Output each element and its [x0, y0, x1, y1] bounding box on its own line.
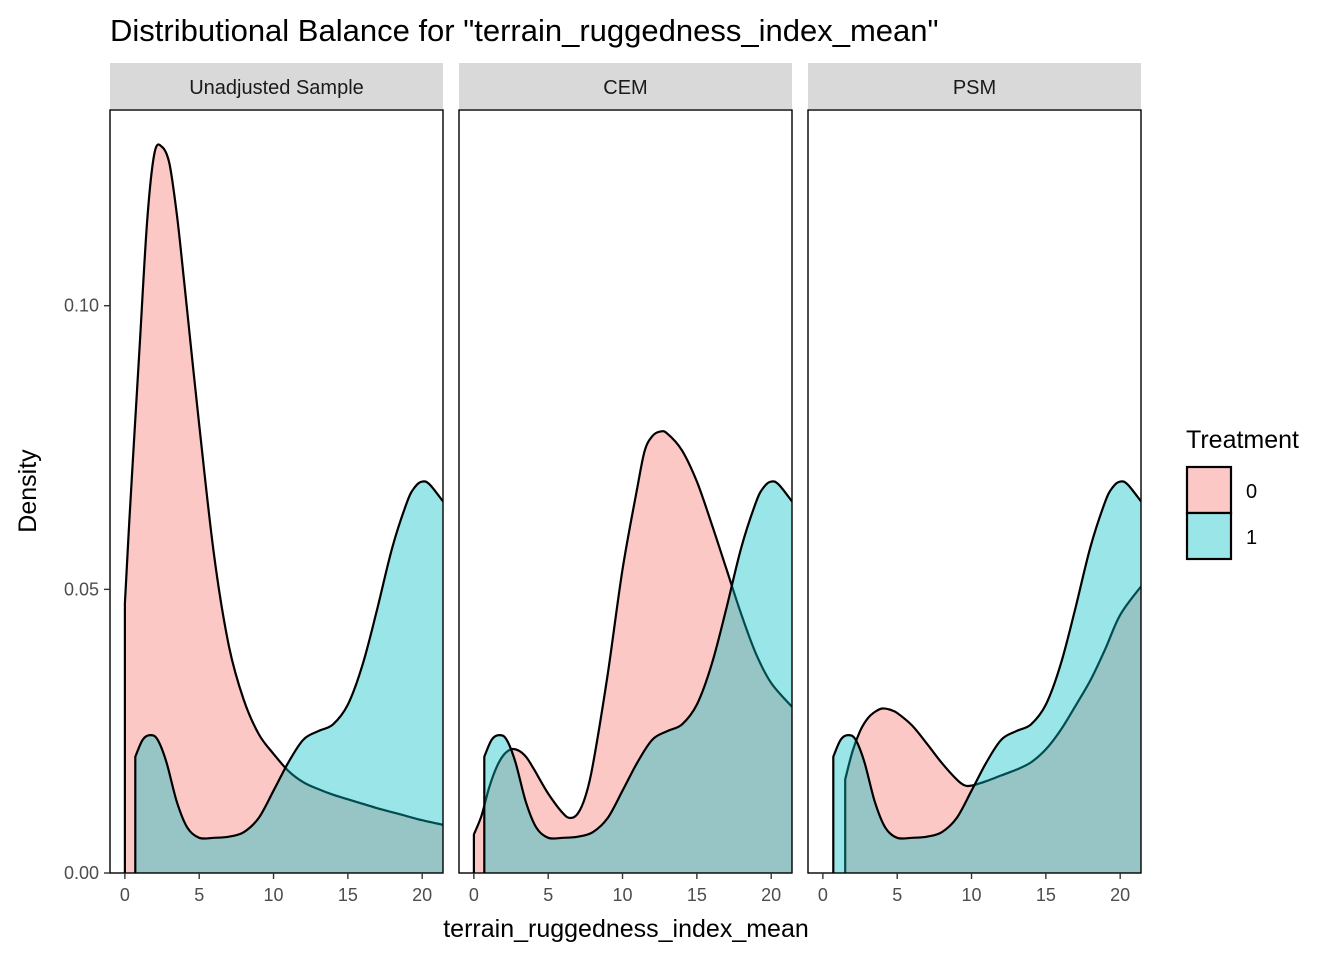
- y-tick-label: 0.10: [64, 296, 99, 316]
- x-tick-label: 0: [120, 885, 130, 905]
- plot-area: [832, 480, 1141, 873]
- chart-title: Distributional Balance for "terrain_rugg…: [110, 13, 939, 48]
- x-tick-label: 15: [338, 885, 358, 905]
- density-line-0: [123, 143, 443, 873]
- x-tick-label: 5: [892, 885, 902, 905]
- legend-title: Treatment: [1186, 426, 1299, 454]
- panel-border: [458, 109, 793, 874]
- plot-area: [123, 143, 443, 873]
- density-line-1: [832, 480, 1141, 873]
- x-tick-label: 20: [761, 885, 781, 905]
- legend-swatch: [1185, 465, 1233, 515]
- x-tick-label: 20: [1110, 885, 1130, 905]
- legend-swatch: [1185, 511, 1233, 561]
- x-tick-label: 20: [412, 885, 432, 905]
- facet-strip: [110, 63, 443, 109]
- plot-area: [472, 430, 792, 873]
- x-tick-label: 10: [264, 885, 284, 905]
- x-tick-label: 5: [543, 885, 553, 905]
- y-axis: 0.00 0.05 0.10: [64, 296, 110, 883]
- panel-border: [109, 109, 444, 874]
- density-area-0: [473, 431, 792, 873]
- density-area-1: [135, 481, 443, 873]
- facet-panels: Unadjusted Sample 0 5 10 15 20 CEM 0 5 10 15 20 PSM 0…: [64, 63, 1142, 905]
- x-tick-label: 10: [962, 885, 982, 905]
- legend-key-1: 1: [1185, 511, 1257, 561]
- panel-border: [807, 109, 1142, 874]
- y-axis-title: Density: [14, 449, 42, 533]
- y-tick-label: 0.00: [64, 863, 99, 883]
- legend-label: 1: [1246, 527, 1257, 549]
- facet-strip: [459, 63, 792, 109]
- density-area-1: [484, 481, 792, 873]
- facet-strip: [808, 63, 1141, 109]
- density-area-1: [833, 481, 1141, 873]
- facet-strip-label: Unadjusted Sample: [189, 77, 364, 99]
- facet-strip-label: PSM: [953, 77, 996, 99]
- density-line-1: [483, 480, 792, 873]
- legend: Treatment 01: [1185, 426, 1299, 561]
- x-tick-label: 15: [1036, 885, 1056, 905]
- x-tick-label: 0: [469, 885, 479, 905]
- x-tick-label: 5: [194, 885, 204, 905]
- facet-panel: CEM 0 5 10 15 20: [458, 63, 793, 905]
- x-tick-label: 0: [818, 885, 828, 905]
- density-area-0: [124, 144, 443, 873]
- density-area-0: [845, 586, 1141, 873]
- facet-panel: Unadjusted Sample 0 5 10 15 20: [109, 63, 444, 905]
- legend-keys: 01: [1185, 465, 1257, 561]
- x-tick-label: 15: [687, 885, 707, 905]
- x-axis-title: terrain_ruggedness_index_mean: [443, 915, 809, 943]
- density-line-1: [134, 480, 443, 873]
- legend-key-0: 0: [1185, 465, 1257, 515]
- density-line-0: [844, 585, 1141, 873]
- legend-label: 0: [1246, 481, 1257, 503]
- x-tick-label: 10: [613, 885, 633, 905]
- facet-panel: PSM 0 5 10 15 20: [807, 63, 1142, 905]
- y-tick-label: 0.05: [64, 579, 99, 599]
- facet-strip-label: CEM: [603, 77, 647, 99]
